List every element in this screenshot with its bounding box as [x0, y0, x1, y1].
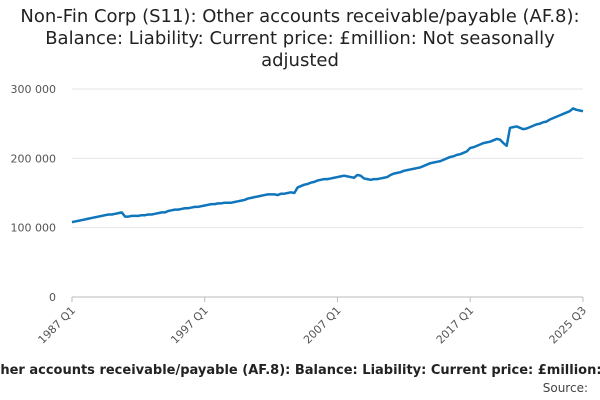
- y-tick-label: 200 000: [11, 152, 57, 165]
- chart-title: Non-Fin Corp (S11): Other accounts recei…: [20, 6, 580, 71]
- y-tick-label: 0: [49, 291, 56, 304]
- x-tick-label: 2025 Q3: [547, 304, 590, 347]
- x-tick-label: 2007 Q1: [301, 304, 344, 347]
- source: Source:: [543, 381, 588, 395]
- y-tick-label: 300 000: [11, 83, 57, 96]
- y-tick-label: 100 000: [11, 222, 57, 235]
- line: [71, 107, 584, 224]
- x-tick-label: 1997 Q1: [168, 304, 211, 347]
- x-tick-label: 1987 Q1: [36, 304, 79, 347]
- x-tick-label: 2017 Q1: [434, 304, 477, 347]
- x-axis-label: Other accounts receivable/payable (AF.8)…: [0, 363, 600, 378]
